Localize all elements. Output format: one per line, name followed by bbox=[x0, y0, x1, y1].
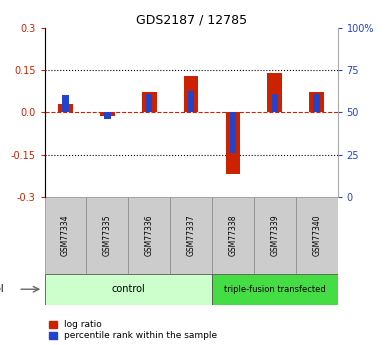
Text: GSM77335: GSM77335 bbox=[103, 215, 112, 256]
Bar bbox=[146, 94, 152, 112]
Bar bbox=[128, 197, 170, 274]
Bar bbox=[225, 112, 240, 174]
Bar bbox=[87, 197, 128, 274]
Text: GSM77334: GSM77334 bbox=[61, 215, 70, 256]
Bar bbox=[296, 197, 338, 274]
Text: GSM77337: GSM77337 bbox=[187, 215, 196, 256]
Text: triple-fusion transfected: triple-fusion transfected bbox=[224, 285, 326, 294]
Text: control: control bbox=[111, 284, 145, 294]
Bar bbox=[62, 95, 69, 112]
Bar bbox=[104, 112, 111, 119]
Bar bbox=[45, 274, 212, 305]
Title: GDS2187 / 12785: GDS2187 / 12785 bbox=[135, 13, 247, 27]
Text: protocol: protocol bbox=[0, 284, 3, 294]
Bar bbox=[212, 197, 254, 274]
Bar bbox=[188, 91, 194, 112]
Text: GSM77336: GSM77336 bbox=[145, 215, 154, 256]
Text: GSM77338: GSM77338 bbox=[229, 215, 237, 256]
Bar bbox=[230, 112, 236, 153]
Bar bbox=[314, 94, 320, 112]
Bar bbox=[184, 76, 198, 112]
Bar bbox=[45, 197, 87, 274]
Bar bbox=[100, 112, 115, 117]
Bar bbox=[142, 92, 157, 112]
Bar bbox=[212, 274, 338, 305]
Bar bbox=[254, 197, 296, 274]
Text: GSM77340: GSM77340 bbox=[312, 215, 321, 256]
Text: GSM77339: GSM77339 bbox=[270, 215, 279, 256]
Bar bbox=[309, 92, 324, 112]
Bar bbox=[58, 104, 73, 112]
Legend: log ratio, percentile rank within the sample: log ratio, percentile rank within the sa… bbox=[49, 320, 218, 341]
Bar bbox=[267, 73, 282, 112]
Bar bbox=[170, 197, 212, 274]
Bar bbox=[272, 94, 278, 112]
